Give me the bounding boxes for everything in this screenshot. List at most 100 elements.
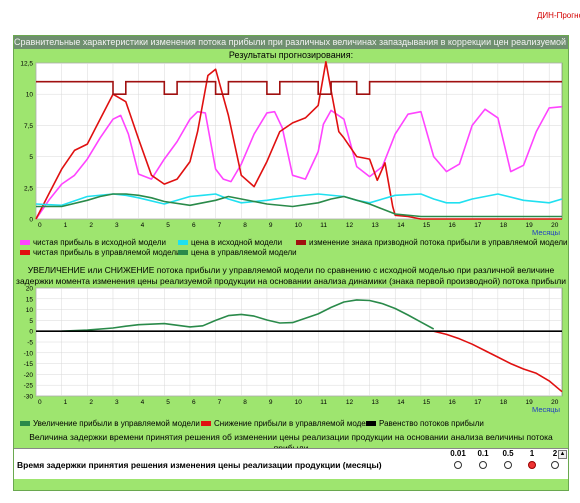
y-tick-label: -25 bbox=[24, 383, 34, 390]
scroll-up-button[interactable]: ▲ bbox=[558, 450, 567, 459]
legend-swatch bbox=[178, 240, 188, 245]
legend-label: чистая прибыль в управляемой модели bbox=[33, 248, 181, 257]
x-tick-label: 5 bbox=[166, 399, 170, 406]
delay-radio-2[interactable] bbox=[551, 461, 559, 469]
y-tick-label: 5 bbox=[29, 318, 33, 325]
x-tick-label: 2 bbox=[89, 222, 93, 229]
x-tick-label: 7 bbox=[218, 222, 222, 229]
legend-label: цена в исходной модели bbox=[191, 238, 283, 247]
x-tick-label: 2 bbox=[89, 399, 93, 406]
legend-label: Равенство потоков прибыли bbox=[379, 419, 484, 428]
x-axis-label: Месяцы bbox=[532, 228, 560, 236]
x-tick-label: 3 bbox=[115, 399, 119, 406]
delay-option-label: 0.01 bbox=[450, 449, 466, 458]
x-tick-label: 16 bbox=[449, 222, 457, 229]
delay-option-label: 2 bbox=[552, 449, 558, 458]
legend-item-0: чистая прибыль в исходной модели bbox=[20, 238, 166, 247]
y-tick-label: -15 bbox=[24, 361, 34, 368]
x-tick-label: 6 bbox=[192, 222, 196, 229]
series-line-0 bbox=[61, 299, 435, 332]
x-tick-label: 9 bbox=[269, 399, 273, 406]
y-tick-label: -20 bbox=[24, 372, 34, 379]
legend-item-4: цена в управляемой модели bbox=[178, 248, 297, 257]
x-tick-label: 15 bbox=[423, 222, 431, 229]
x-tick-label: 14 bbox=[397, 222, 405, 229]
y-tick-label: -30 bbox=[24, 394, 34, 401]
legend-swatch bbox=[178, 250, 188, 255]
chart2-title: УВЕЛИЧЕНИЕ или СНИЖЕНИЕ потока прибыли у… bbox=[16, 265, 566, 286]
x-tick-label: 0 bbox=[38, 222, 42, 229]
series-line-1 bbox=[433, 330, 563, 393]
delay-option-label: 0.5 bbox=[502, 449, 514, 458]
x-tick-label: 19 bbox=[526, 399, 534, 406]
delay-radio-0.1[interactable] bbox=[479, 461, 487, 469]
legend-item-1: цена в исходной модели bbox=[178, 238, 282, 247]
x-tick-label: 8 bbox=[243, 399, 247, 406]
y-tick-label: 0 bbox=[29, 217, 33, 224]
y-tick-label: -10 bbox=[24, 350, 34, 357]
delay-control-row: Время задержки принятия решения изменени… bbox=[14, 448, 568, 479]
series-line-3 bbox=[36, 193, 562, 218]
y-tick-label: 10 bbox=[26, 92, 34, 99]
y-tick-label: 15 bbox=[26, 296, 34, 303]
x-tick-label: 13 bbox=[372, 222, 380, 229]
legend-item-3: чистая прибыль в управляемой модели bbox=[20, 248, 180, 257]
y-tick-label: 12,5 bbox=[20, 61, 33, 68]
delay-radio-1[interactable] bbox=[528, 461, 536, 469]
x-tick-label: 12 bbox=[346, 399, 354, 406]
x-tick-label: 3 bbox=[115, 222, 119, 229]
legend-item-2: изменение знака призводной потока прибыл… bbox=[296, 238, 568, 247]
legend-swatch bbox=[366, 421, 376, 426]
legend-swatch bbox=[20, 240, 30, 245]
x-tick-label: 5 bbox=[166, 222, 170, 229]
legend-label: Снижение прибыли в управляемой модели bbox=[214, 419, 375, 428]
delay-radio-0.5[interactable] bbox=[504, 461, 512, 469]
x-tick-label: 4 bbox=[141, 399, 145, 406]
legend-swatch bbox=[20, 421, 30, 426]
x-tick-label: 6 bbox=[192, 399, 196, 406]
legend-label: Увеличение прибыли в управляемой модели bbox=[33, 419, 200, 428]
x-tick-label: 17 bbox=[474, 399, 482, 406]
legend2-item-2: Равенство потоков прибыли bbox=[366, 419, 484, 428]
x-tick-label: 17 bbox=[474, 222, 482, 229]
x-tick-label: 10 bbox=[295, 222, 303, 229]
legend2-item-0: Увеличение прибыли в управляемой модели bbox=[20, 419, 200, 428]
series-line-1 bbox=[35, 60, 562, 220]
x-tick-label: 9 bbox=[269, 222, 273, 229]
delay-label: Время задержки принятия решения изменени… bbox=[17, 460, 382, 470]
y-tick-label: 7,5 bbox=[24, 123, 33, 130]
plot-area bbox=[35, 62, 563, 220]
x-tick-label: 8 bbox=[243, 222, 247, 229]
x-tick-label: 11 bbox=[320, 399, 327, 406]
x-tick-label: 20 bbox=[551, 399, 559, 406]
legend-label: цена в управляемой модели bbox=[191, 248, 297, 257]
series-line-2 bbox=[35, 193, 563, 207]
x-tick-label: 11 bbox=[320, 222, 327, 229]
legend-swatch bbox=[20, 250, 30, 255]
x-axis-label: Месяцы bbox=[532, 405, 560, 414]
x-tick-label: 18 bbox=[500, 222, 508, 229]
forecast-title: Результаты прогнозирования: bbox=[228, 50, 354, 60]
x-tick-label: 12 bbox=[346, 222, 354, 229]
x-tick-label: 13 bbox=[372, 399, 380, 406]
x-tick-label: 18 bbox=[500, 399, 508, 406]
brand-label: ДИН-Прогноз bbox=[537, 11, 580, 20]
x-tick-label: 20 bbox=[551, 222, 559, 229]
delay-radio-0.01[interactable] bbox=[454, 461, 462, 469]
window-title: Сравнительные характеристики изменения п… bbox=[14, 36, 568, 49]
x-tick-label: 1 bbox=[64, 399, 68, 406]
legend-swatch bbox=[201, 421, 211, 426]
x-tick-label: 10 bbox=[295, 399, 303, 406]
legend-label: чистая прибыль в исходной модели bbox=[33, 238, 166, 247]
series-line-0 bbox=[35, 105, 563, 220]
y-tick-label: 0 bbox=[29, 329, 33, 336]
x-tick-label: 16 bbox=[449, 399, 457, 406]
delay-caption: Величина задержки времени принятия решен… bbox=[29, 432, 553, 453]
y-tick-label: 10 bbox=[26, 307, 34, 314]
x-tick-label: 7 bbox=[218, 399, 222, 406]
x-tick-label: 19 bbox=[526, 222, 534, 229]
legend-label: изменение знака призводной потока прибыл… bbox=[309, 238, 568, 247]
legend2-item-1: Снижение прибыли в управляемой модели bbox=[201, 419, 375, 428]
